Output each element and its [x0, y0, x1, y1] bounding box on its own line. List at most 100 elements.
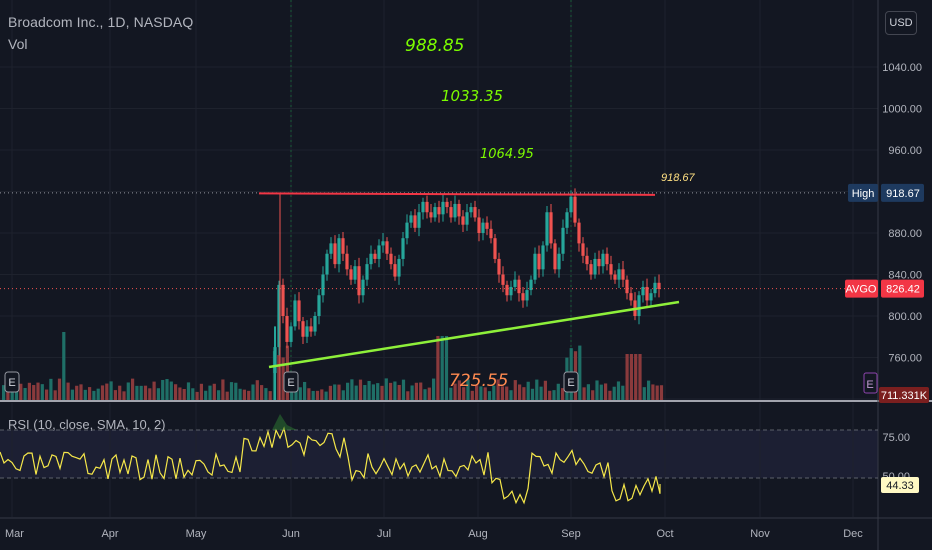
volume-bar	[27, 382, 31, 400]
volume-bar	[466, 379, 470, 400]
volume-bar	[638, 354, 642, 400]
volume-bar	[492, 385, 496, 400]
candle-body	[645, 286, 649, 301]
volume-indicator-label[interactable]: Vol	[8, 36, 28, 52]
price-axis-tick: 1000.00	[882, 104, 922, 116]
volume-bar	[475, 385, 479, 400]
candle-body	[617, 269, 621, 280]
volume-bar	[457, 380, 461, 400]
volume-bar	[604, 383, 608, 400]
candle-body	[305, 326, 309, 337]
price-axis-tick: 760.00	[888, 353, 922, 365]
volume-bar	[79, 384, 83, 400]
candle-body	[329, 243, 333, 254]
volume-bar	[440, 336, 444, 400]
candle-body	[513, 279, 517, 287]
volume-bar	[66, 382, 70, 400]
time-axis-label: Oct	[656, 528, 673, 540]
volume-bar	[659, 385, 664, 400]
earnings-marker-box	[4, 371, 20, 393]
candle-body	[437, 207, 441, 215]
candle-body	[493, 238, 497, 259]
earnings-marker-box	[283, 371, 299, 393]
price-axis-tick: 960.00	[888, 145, 922, 157]
rsi-line	[0, 426, 661, 505]
volume-bar	[453, 383, 457, 400]
candle-body	[465, 212, 469, 225]
currency-button[interactable]: USD	[885, 11, 917, 35]
candle-body	[541, 245, 545, 270]
volume-bar	[57, 378, 62, 400]
candle-body	[393, 264, 397, 277]
candle-body	[373, 253, 377, 259]
volume-bar	[608, 390, 612, 400]
rsi-value: 44.33	[886, 480, 914, 492]
volume-bar	[148, 388, 152, 400]
volume-bar	[582, 387, 586, 400]
volume-bar	[32, 385, 36, 400]
candle-body	[469, 207, 473, 213]
volume-bar	[199, 383, 203, 400]
volume-bar	[655, 385, 659, 400]
candle-body	[657, 282, 661, 290]
candle-body	[521, 293, 525, 301]
candle-body	[601, 253, 605, 267]
candle-body	[481, 222, 485, 233]
time-axis-label: Jul	[377, 528, 391, 540]
volume-bar	[96, 388, 100, 400]
earnings-marker-letter: E	[567, 377, 574, 389]
candle-body	[341, 238, 345, 254]
volume-bar	[556, 383, 560, 400]
candle-body	[353, 266, 357, 280]
candle-body	[385, 241, 389, 254]
volume-value-badge	[879, 387, 929, 403]
volume-bar	[242, 389, 246, 400]
support-trendline	[268, 300, 680, 369]
volume-bar	[616, 381, 621, 400]
candle-body	[309, 326, 313, 332]
volume-bar	[10, 385, 14, 400]
symbol-badge	[845, 279, 878, 298]
candle-body	[293, 300, 297, 327]
candle-body	[593, 258, 597, 275]
earnings-marker: E	[283, 371, 299, 393]
candle-body	[649, 293, 653, 301]
volume-bar	[105, 383, 109, 400]
candle-body	[345, 253, 349, 270]
candle-body	[565, 212, 569, 228]
candle-body	[297, 300, 301, 322]
volume-bar	[92, 390, 96, 400]
rsi-indicator-label[interactable]: RSI (10, close, SMA, 10, 2)	[8, 417, 166, 432]
target-label-1: 988.85	[405, 36, 464, 56]
time-axis-label: Apr	[101, 528, 118, 540]
volume-bar	[45, 389, 49, 400]
volume-bar	[100, 385, 105, 400]
candle-body	[489, 228, 493, 239]
volume-bar	[268, 391, 272, 400]
volume-bar	[174, 384, 178, 400]
volume-bar	[436, 336, 440, 400]
candle-body	[573, 196, 577, 223]
volume-bar	[500, 386, 504, 400]
volume-bar	[427, 387, 431, 400]
volume-bar	[14, 390, 19, 400]
volume-bar	[53, 390, 57, 400]
volume-bar	[410, 385, 414, 400]
candle-body	[285, 316, 289, 342]
volume-bar	[264, 388, 268, 400]
candle-body	[317, 295, 321, 316]
volume-bar	[419, 382, 423, 400]
earnings-marker-box	[563, 371, 579, 393]
volume-bar	[423, 389, 427, 400]
candle-body	[553, 243, 557, 270]
candle-body	[549, 212, 553, 244]
candle-body	[581, 243, 585, 256]
volume-bar	[208, 385, 212, 400]
candle-body	[637, 295, 641, 316]
candle-body	[609, 264, 613, 275]
volume-bars	[2, 332, 664, 400]
symbol-title[interactable]: Broadcom Inc., 1D, NASDAQ	[8, 14, 194, 30]
high-label: High	[852, 188, 875, 200]
